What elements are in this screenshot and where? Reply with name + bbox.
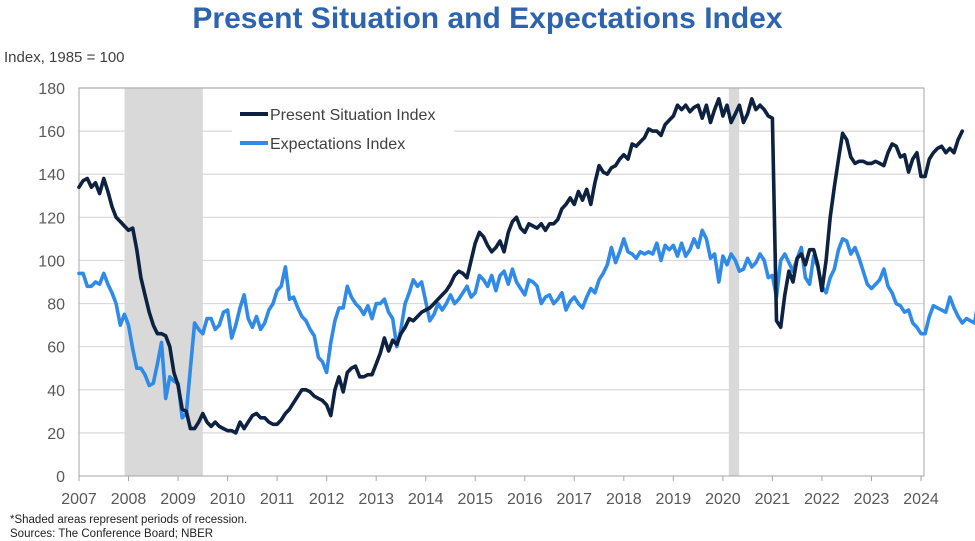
legend-label-present: Present Situation Index (270, 107, 435, 124)
legend: Present Situation Index Expectations Ind… (232, 98, 454, 156)
x-tick-label: 2024 (903, 491, 939, 508)
x-tick-label: 2015 (457, 491, 493, 508)
x-tick-label: 2020 (705, 491, 741, 508)
y-axis-label: Index, 1985 = 100 (4, 49, 125, 66)
x-tick-label: 2016 (507, 491, 543, 508)
y-tick-label: 20 (47, 426, 65, 443)
x-tick-label: 2008 (111, 491, 147, 508)
plot-frame (78, 87, 925, 477)
x-tick-label: 2012 (309, 491, 345, 508)
x-axis: 2007 2008 2009 2010 2011 2012 2013 2014 2015 2016… (61, 476, 939, 508)
y-tick-label: 120 (38, 210, 65, 227)
x-tick-label: 2021 (755, 491, 791, 508)
y-tick-label: 80 (47, 297, 65, 314)
y-tick-label: 160 (38, 124, 65, 141)
x-tick-label: 2023 (854, 491, 890, 508)
x-tick-label: 2013 (358, 491, 394, 508)
recession-band (124, 88, 203, 476)
sources-note: Sources: The Conference Board; NBER (10, 528, 214, 540)
y-tick-label: 0 (56, 469, 65, 486)
x-tick-label: 2022 (804, 491, 840, 508)
y-tick-label: 40 (47, 383, 65, 400)
series-lines (77, 97, 975, 435)
legend-label-expectations: Expectations Index (270, 136, 405, 153)
y-axis: 0 20 40 60 80 100 120 140 160 180 (38, 81, 65, 486)
x-tick-label: 2010 (210, 491, 246, 508)
chart-title: Present Situation and Expectations Index (192, 2, 783, 35)
x-tick-label: 2019 (656, 491, 692, 508)
y-tick-label: 180 (38, 81, 65, 98)
x-tick-label: 2014 (408, 491, 444, 508)
y-tick-label: 100 (38, 253, 65, 270)
x-tick-label: 2011 (260, 491, 295, 508)
legend-background (232, 98, 454, 156)
recession-note: *Shaded areas represent periods of reces… (10, 514, 248, 526)
recession-shading (124, 88, 740, 476)
y-tick-label: 140 (38, 167, 65, 184)
x-tick-label: 2017 (556, 491, 592, 508)
series-line-present-situation-index (77, 97, 965, 435)
x-tick-label: 2007 (61, 491, 97, 508)
x-tick-label: 2018 (606, 491, 642, 508)
x-tick-label: 2009 (160, 491, 196, 508)
recession-band (728, 88, 740, 476)
series-line-expectations-index (77, 228, 975, 420)
y-tick-label: 60 (47, 340, 65, 357)
